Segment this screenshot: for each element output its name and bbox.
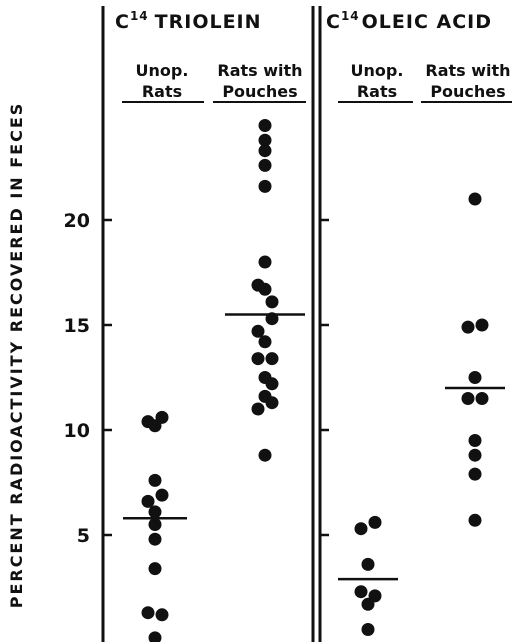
- data-point: [148, 532, 162, 546]
- group-label-oleic-unop-line2: Rats: [357, 82, 397, 101]
- data-point: [155, 608, 169, 622]
- data-point: [258, 255, 272, 269]
- data-point: [251, 402, 265, 416]
- panel-title-triolein: C14 TRIOLEIN: [115, 9, 262, 33]
- data-point: [468, 448, 482, 462]
- data-point: [258, 448, 272, 462]
- data-point: [258, 144, 272, 158]
- data-point: [461, 320, 475, 334]
- data-point: [468, 513, 482, 527]
- panel-title-oleic-main: OLEIC ACID: [362, 11, 492, 33]
- y-tick-label-10: 10: [64, 420, 90, 442]
- data-point: [141, 606, 155, 620]
- y-axis-title: PERCENT RADIOACTIVITY RECOVERED IN FECES: [7, 102, 26, 609]
- y-tick-label-5: 5: [77, 525, 90, 547]
- panel-title-triolein-sup: 14: [130, 9, 149, 23]
- data-point: [368, 515, 382, 529]
- data-point: [468, 467, 482, 481]
- data-point: [361, 557, 375, 571]
- data-point: [461, 392, 475, 405]
- data-point: [141, 494, 155, 508]
- data-point: [148, 631, 162, 642]
- panel-title-oleic-prefix: C: [326, 11, 341, 33]
- group-label-triolein-pouch-line2: Pouches: [222, 82, 297, 101]
- group-label-triolein-unop-line2: Rats: [142, 82, 182, 101]
- data-marks: [123, 119, 505, 642]
- y-tick-label-20: 20: [64, 210, 90, 232]
- group-label-triolein-unop-line1: Unop.: [136, 61, 189, 80]
- data-point: [258, 158, 272, 172]
- group-label-oleic-unop-line1: Unop.: [351, 61, 404, 80]
- data-point: [258, 119, 272, 132]
- data-point: [468, 192, 482, 206]
- data-point: [354, 585, 368, 599]
- left-axis-ticks: [103, 218, 112, 537]
- data-point: [265, 295, 279, 309]
- data-point: [468, 371, 482, 384]
- data-point: [468, 434, 482, 447]
- data-point: [148, 562, 162, 576]
- data-point: [475, 318, 489, 332]
- data-point: [148, 419, 162, 433]
- data-point: [258, 282, 272, 296]
- data-point: [361, 623, 375, 636]
- group-label-oleic-pouch-line2: Pouches: [430, 82, 505, 101]
- data-point: [148, 505, 162, 519]
- group-label-triolein-pouch-line1: Rats with: [217, 61, 302, 80]
- panel-title-oleic-acid: C14 OLEIC ACID: [326, 9, 492, 33]
- data-point: [251, 352, 265, 366]
- data-point: [265, 352, 279, 366]
- data-point: [148, 518, 162, 531]
- data-point: [354, 522, 368, 536]
- data-point: [265, 396, 279, 410]
- data-point: [475, 392, 489, 405]
- data-point: [361, 597, 375, 611]
- data-point: [265, 377, 279, 391]
- panel-title-triolein-main: TRIOLEIN: [155, 11, 262, 33]
- data-point: [258, 133, 272, 147]
- data-point: [148, 473, 162, 487]
- panel-title-triolein-prefix: C: [115, 11, 130, 33]
- data-point: [258, 335, 272, 349]
- data-point: [155, 488, 169, 502]
- group-label-oleic-pouch-line1: Rats with: [425, 61, 510, 80]
- right-axis-ticks: [320, 218, 329, 537]
- panel-title-oleic-sup: 14: [341, 9, 360, 23]
- data-point: [251, 324, 265, 338]
- y-tick-label-15: 15: [64, 315, 90, 337]
- data-point: [258, 179, 272, 193]
